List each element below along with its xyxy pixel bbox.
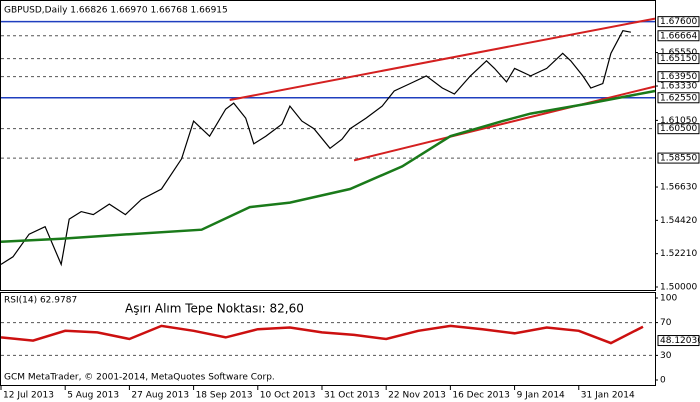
x-tick-label: 31 Oct 2013 xyxy=(324,391,380,401)
level-label-box xyxy=(657,16,700,28)
series-line xyxy=(0,89,656,244)
x-tick-label: 12 Jul 2013 xyxy=(3,391,54,401)
trendline xyxy=(353,85,656,162)
y-tick-label: 1.63330 xyxy=(660,82,697,92)
level-label-box xyxy=(657,152,700,164)
y-tick-label: 1.61050 xyxy=(660,116,697,126)
chart-title: GBPUSD,Daily 1.66826 1.66970 1.66768 1.6… xyxy=(4,6,228,16)
y-tick-label: 100 xyxy=(660,294,677,304)
level-label: 1.58550 xyxy=(660,154,697,164)
level-label: 1.63950 xyxy=(660,72,697,82)
level-label: 1.65150 xyxy=(660,54,697,64)
footer: GCM MetaTrader, © 2001-2014, MetaQuotes … xyxy=(4,373,275,383)
y-tick-label: 30 xyxy=(660,351,672,361)
x-tick-label: 27 Aug 2013 xyxy=(131,391,189,401)
y-tick-label: 1.56630 xyxy=(660,183,697,193)
rsi-title: RSI(14) 62.9787 xyxy=(4,296,77,306)
x-tick-label: 5 Aug 2013 xyxy=(67,391,119,401)
y-tick-label: 1.54420 xyxy=(660,216,697,226)
trendline xyxy=(229,17,656,102)
level-label: 1.62550 xyxy=(660,93,697,103)
series-line xyxy=(0,30,632,267)
x-tick-label: 10 Oct 2013 xyxy=(260,391,316,401)
level-label: 1.67600 xyxy=(660,17,697,27)
level-label-box xyxy=(657,92,700,104)
level-label: 48.12030 xyxy=(660,336,700,346)
level-label-box xyxy=(657,123,700,135)
x-tick-label: 16 Dec 2013 xyxy=(452,391,510,401)
rsi-panel xyxy=(0,292,656,386)
y-tick-label: 1.65550 xyxy=(660,48,697,58)
y-tick-label: 1.50000 xyxy=(660,282,697,292)
level-label-box xyxy=(657,71,700,83)
x-tick-label: 22 Nov 2013 xyxy=(388,391,446,401)
level-label: 1.60500 xyxy=(660,124,697,134)
x-tick-label: 31 Jan 2014 xyxy=(581,391,635,401)
level-label-box xyxy=(657,53,700,65)
y-tick-label: 70 xyxy=(660,318,672,328)
y-tick-label: 1.52210 xyxy=(660,249,697,259)
x-tick-label: 18 Sep 2013 xyxy=(196,391,253,401)
level-label-box xyxy=(657,30,700,42)
y-tick-label: 0 xyxy=(660,376,666,386)
series-line xyxy=(0,324,644,345)
x-tick-label: 9 Jan 2014 xyxy=(517,391,565,401)
annotation: Aşırı Alım Tepe Noktası: 82,60 xyxy=(125,302,304,316)
level-label-box xyxy=(657,335,700,347)
level-label: 1.66664 xyxy=(660,31,697,41)
